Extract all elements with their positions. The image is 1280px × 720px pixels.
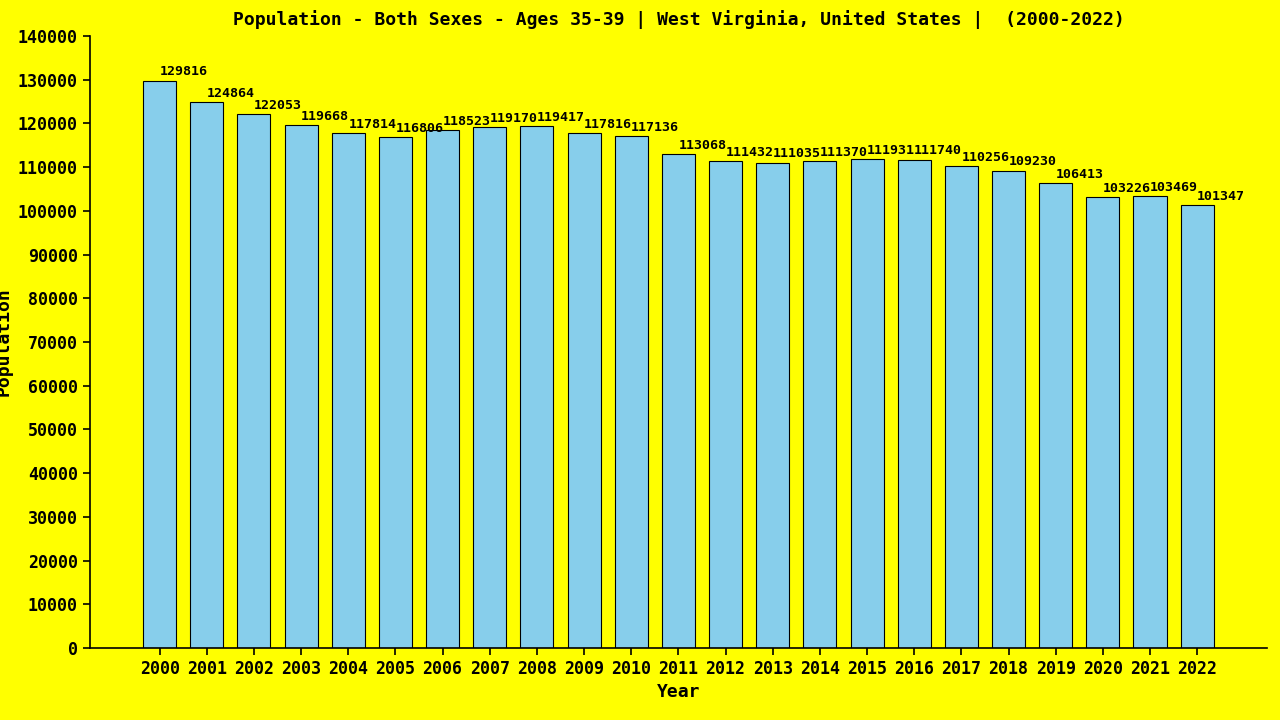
Bar — [756, 163, 790, 648]
Text: 113068: 113068 — [678, 138, 727, 151]
Bar — [567, 133, 600, 648]
Bar — [1087, 197, 1119, 648]
Bar — [191, 102, 223, 648]
Text: 119668: 119668 — [301, 109, 349, 122]
Text: 111432: 111432 — [726, 145, 773, 158]
Text: 118523: 118523 — [443, 114, 490, 127]
Bar — [945, 166, 978, 648]
Text: 122053: 122053 — [253, 99, 302, 112]
Bar — [804, 161, 836, 648]
Text: 117814: 117814 — [348, 118, 397, 131]
Bar — [1039, 183, 1073, 648]
Bar — [474, 127, 507, 648]
Bar — [897, 160, 931, 648]
Text: 111035: 111035 — [773, 148, 820, 161]
Bar — [662, 154, 695, 648]
Text: 106413: 106413 — [1056, 168, 1103, 181]
Bar — [521, 126, 553, 648]
Bar — [284, 125, 317, 648]
Y-axis label: Population: Population — [0, 287, 13, 397]
Text: 129816: 129816 — [160, 66, 207, 78]
Title: Population - Both Sexes - Ages 35-39 | West Virginia, United States |  (2000-202: Population - Both Sexes - Ages 35-39 | W… — [233, 10, 1124, 29]
Bar — [992, 171, 1025, 648]
Text: 103469: 103469 — [1149, 181, 1198, 194]
Bar — [332, 133, 365, 648]
Text: 111931: 111931 — [867, 143, 915, 156]
Text: 117816: 117816 — [584, 118, 632, 131]
Bar — [1134, 196, 1166, 648]
Text: 110256: 110256 — [961, 150, 1010, 164]
Text: 103226: 103226 — [1103, 181, 1151, 194]
Bar — [1180, 205, 1213, 648]
Text: 119417: 119417 — [536, 111, 585, 124]
Text: 116806: 116806 — [396, 122, 443, 135]
Bar — [850, 158, 883, 648]
Bar — [614, 136, 648, 648]
Bar — [709, 161, 742, 648]
Text: 124864: 124864 — [207, 87, 255, 100]
Bar — [238, 114, 270, 648]
Bar — [143, 81, 177, 648]
Bar — [426, 130, 460, 648]
X-axis label: Year: Year — [657, 683, 700, 701]
Text: 111370: 111370 — [820, 146, 868, 159]
Text: 111740: 111740 — [914, 144, 963, 158]
Text: 119170: 119170 — [490, 112, 538, 125]
Text: 101347: 101347 — [1197, 190, 1245, 203]
Text: 109230: 109230 — [1009, 156, 1056, 168]
Bar — [379, 138, 412, 648]
Text: 117136: 117136 — [631, 121, 680, 134]
